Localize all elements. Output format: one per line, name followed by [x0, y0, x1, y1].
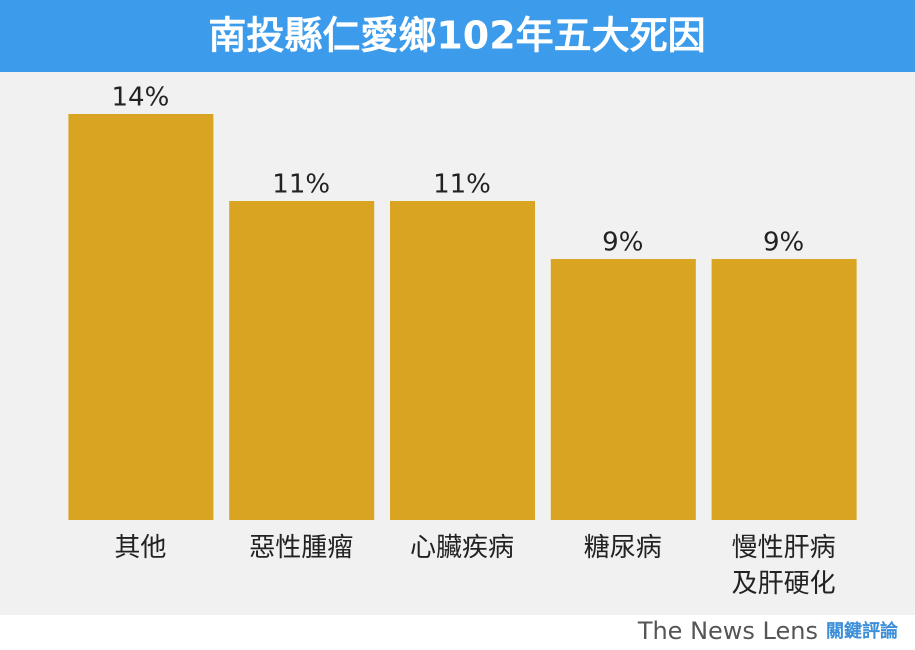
bar: [550, 259, 696, 520]
value-label: 11%: [272, 170, 330, 200]
value-label: 9%: [602, 228, 643, 258]
x-tick-label: 惡性腫瘤: [249, 533, 353, 563]
title-bar: [0, 0, 915, 72]
brand: The News Lens: [637, 617, 818, 645]
value-label: 14%: [112, 83, 170, 113]
chart-title: 南投縣仁愛鄉102年五大死因: [208, 14, 705, 58]
x-tick-label: 心臟疾病: [410, 533, 514, 563]
bar: [390, 201, 535, 520]
x-tick-label: 其他: [114, 533, 166, 563]
brand-zh: 關鍵評論: [826, 620, 899, 642]
x-tick-label: 糖尿病: [584, 533, 662, 563]
bar: [68, 114, 214, 520]
x-tick-label: 慢性肝病及肝硬化: [732, 533, 836, 599]
bar: [229, 201, 375, 520]
value-label: 11%: [433, 170, 491, 200]
value-label: 9%: [763, 228, 804, 258]
bar: [711, 259, 857, 520]
